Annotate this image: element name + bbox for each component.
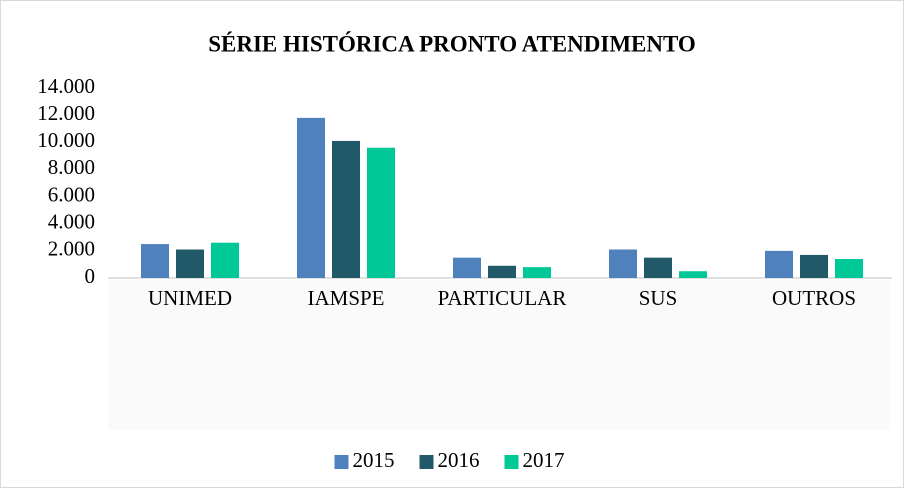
bar [176,249,204,278]
legend-swatch [419,455,434,469]
x-tick-label: UNIMED [148,286,232,310]
x-tick-label: SUS [639,286,678,310]
y-tick-label: 14.000 [37,74,95,98]
y-tick-label: 0 [85,264,96,288]
x-tick-label: OUTROS [772,286,856,310]
bar [332,140,360,278]
y-tick-label: 12.000 [37,101,95,125]
legend-label: 2015 [353,448,395,472]
legend-swatch [334,455,349,469]
bar [488,265,516,278]
plot-shade [108,280,890,430]
bar [835,259,863,278]
x-tick-label: IAMSPE [307,286,384,310]
y-tick-label: 4.000 [48,210,95,234]
chart-title: SÉRIE HISTÓRICA PRONTO ATENDIMENTO [208,30,696,56]
bar [297,117,325,278]
y-tick-label: 6.000 [48,182,95,206]
bar [644,257,672,278]
bar [679,271,707,278]
bar [367,147,395,278]
bar [211,242,239,278]
bar [141,244,169,278]
bar [523,267,551,278]
bar [765,250,793,278]
legend-label: 2017 [523,448,565,472]
y-tick-label: 8.000 [48,155,95,179]
bar [800,254,828,278]
legend-swatch [504,455,519,469]
bar [609,249,637,278]
bar [453,257,481,278]
legend-label: 2016 [438,448,480,472]
x-tick-label: PARTICULAR [438,286,567,310]
y-tick-label: 2.000 [48,237,95,261]
y-tick-label: 10.000 [37,128,95,152]
